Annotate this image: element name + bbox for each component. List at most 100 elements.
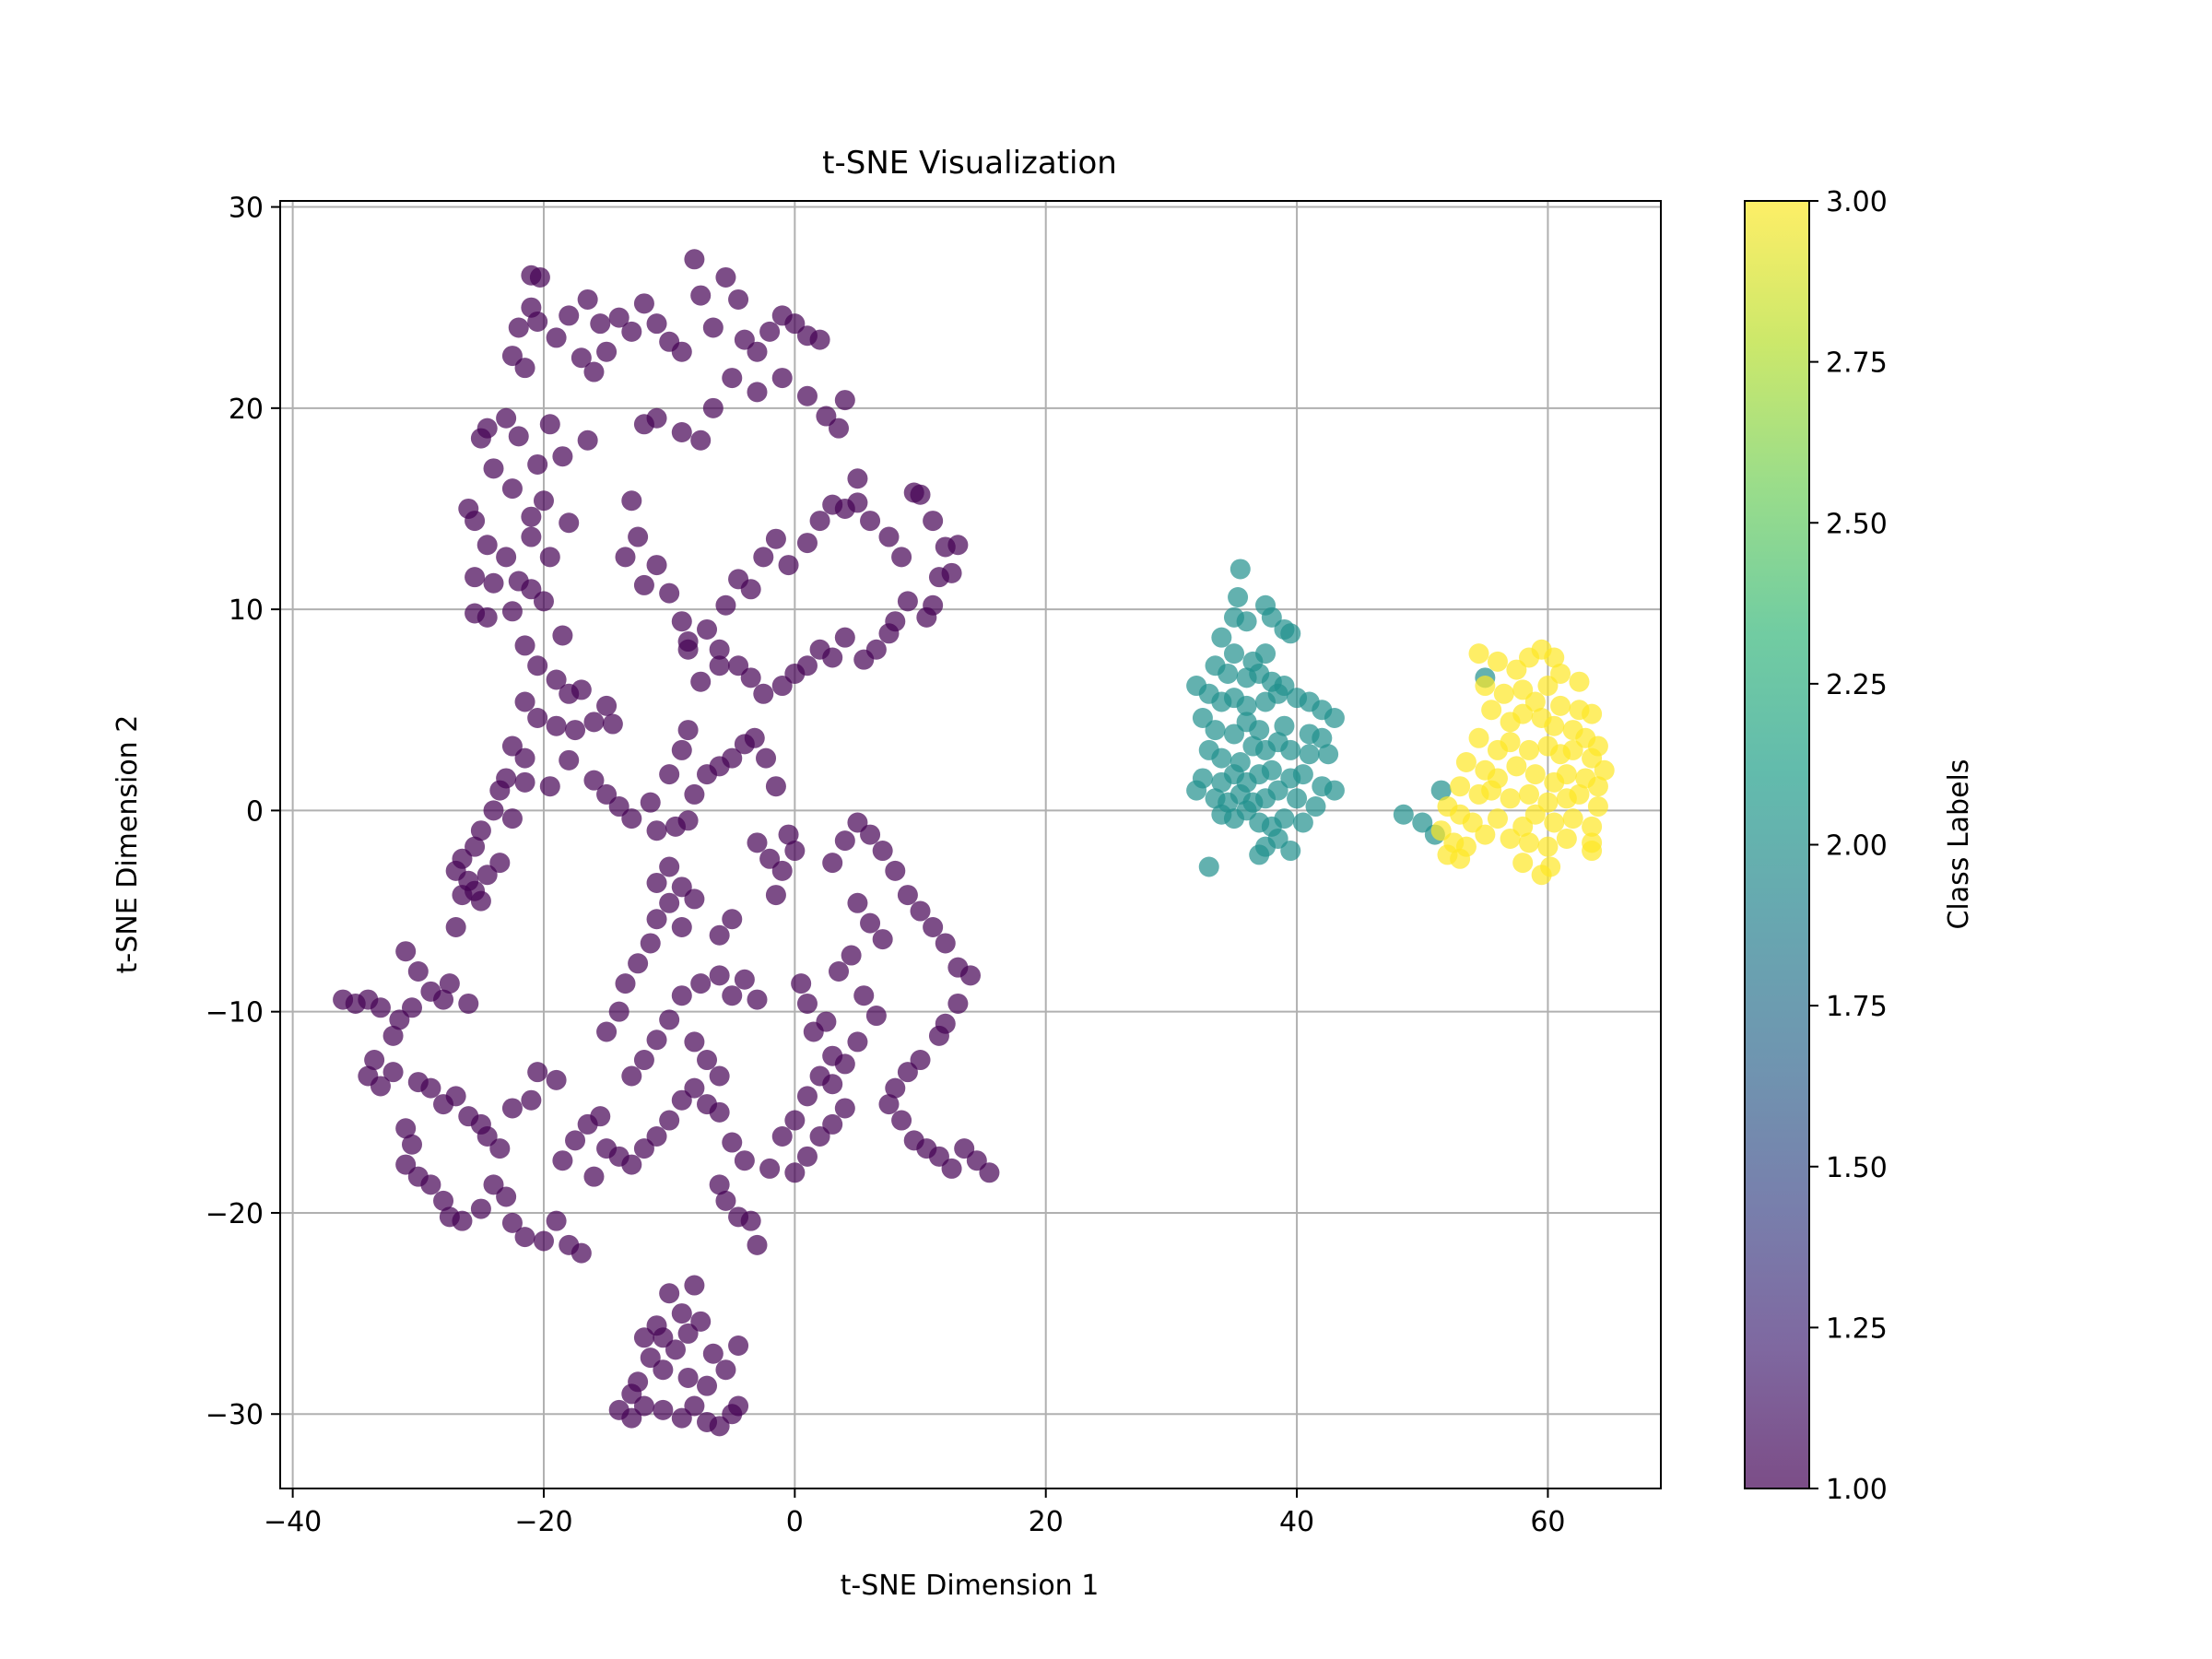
data-point-class-1 xyxy=(734,329,755,350)
colorbar-tick-label: 2.75 xyxy=(1826,347,1888,380)
data-point-class-1 xyxy=(771,860,793,881)
data-point-class-3 xyxy=(1512,703,1534,724)
data-point-class-1 xyxy=(420,1077,441,1099)
data-point-class-1 xyxy=(809,511,830,532)
data-point-class-3 xyxy=(1582,703,1603,724)
x-tick-label: −20 xyxy=(514,1506,572,1538)
y-tick-label: 20 xyxy=(229,394,264,426)
data-point-class-1 xyxy=(822,1074,843,1095)
data-point-class-1 xyxy=(910,1050,931,1071)
data-point-class-2 xyxy=(1255,643,1277,665)
data-point-class-1 xyxy=(608,1001,629,1022)
data-point-class-1 xyxy=(671,916,692,937)
data-point-class-1 xyxy=(765,528,786,549)
data-point-class-1 xyxy=(829,961,850,982)
data-point-class-2 xyxy=(1280,623,1301,644)
data-point-class-1 xyxy=(559,749,580,771)
data-point-class-3 xyxy=(1500,828,1521,849)
data-point-class-1 xyxy=(847,812,868,833)
data-point-class-2 xyxy=(1280,841,1301,862)
data-point-class-3 xyxy=(1562,808,1583,830)
data-point-class-1 xyxy=(433,1190,454,1211)
data-point-class-3 xyxy=(1512,853,1534,874)
data-point-class-1 xyxy=(715,1359,736,1381)
data-point-class-1 xyxy=(571,347,592,369)
data-point-class-1 xyxy=(722,1132,743,1153)
data-point-class-1 xyxy=(521,526,542,547)
data-point-class-1 xyxy=(728,1335,749,1357)
data-point-class-1 xyxy=(684,1275,705,1296)
data-point-class-1 xyxy=(646,555,667,576)
data-point-class-1 xyxy=(489,780,511,801)
data-point-class-1 xyxy=(947,993,969,1014)
data-point-class-1 xyxy=(753,547,774,568)
data-point-class-1 xyxy=(401,997,422,1018)
data-point-class-1 xyxy=(628,526,649,547)
data-point-class-1 xyxy=(709,1065,730,1087)
data-point-class-2 xyxy=(1312,727,1333,748)
data-point-class-1 xyxy=(671,611,692,632)
data-point-class-1 xyxy=(722,747,743,769)
data-point-class-1 xyxy=(420,1174,441,1195)
data-point-class-1 xyxy=(809,1126,830,1147)
data-point-class-2 xyxy=(1192,707,1213,728)
data-point-class-1 xyxy=(878,623,900,644)
data-point-class-1 xyxy=(697,1050,718,1071)
data-point-class-1 xyxy=(885,860,906,881)
data-point-class-1 xyxy=(646,1126,667,1147)
data-point-class-1 xyxy=(878,526,900,547)
data-point-class-1 xyxy=(659,1009,680,1030)
data-point-class-2 xyxy=(1393,804,1414,825)
data-point-class-1 xyxy=(483,1174,504,1195)
data-point-class-1 xyxy=(489,1138,511,1159)
data-point-class-1 xyxy=(822,1113,843,1135)
data-point-class-1 xyxy=(621,1065,642,1087)
data-point-class-1 xyxy=(596,341,618,362)
colorbar-tick-label: 2.00 xyxy=(1826,830,1888,863)
data-point-class-1 xyxy=(477,865,498,886)
data-point-class-1 xyxy=(633,293,654,314)
data-point-class-1 xyxy=(878,1094,900,1115)
data-point-class-1 xyxy=(514,691,535,712)
data-point-class-1 xyxy=(465,567,486,588)
data-point-class-1 xyxy=(539,776,560,797)
data-point-class-1 xyxy=(640,1347,661,1369)
data-point-class-1 xyxy=(702,1343,724,1364)
data-point-class-1 xyxy=(527,655,548,677)
data-point-class-2 xyxy=(1280,739,1301,760)
data-point-class-1 xyxy=(796,533,818,554)
data-point-class-1 xyxy=(771,368,793,389)
data-point-class-1 xyxy=(671,739,692,760)
data-point-class-1 xyxy=(521,1089,542,1111)
data-point-class-1 xyxy=(684,1031,705,1053)
data-point-class-3 xyxy=(1587,796,1608,818)
data-point-class-3 xyxy=(1468,643,1489,665)
data-point-class-1 xyxy=(596,783,618,805)
data-point-class-1 xyxy=(621,808,642,830)
data-point-class-1 xyxy=(791,973,812,994)
data-point-class-1 xyxy=(533,1230,554,1252)
data-point-class-1 xyxy=(928,1025,949,1046)
data-point-class-1 xyxy=(690,671,712,692)
y-tick-label: 0 xyxy=(246,795,264,828)
data-point-class-1 xyxy=(483,572,504,594)
data-point-class-1 xyxy=(465,836,486,857)
data-point-class-1 xyxy=(382,1025,404,1046)
data-point-class-2 xyxy=(1198,856,1219,877)
data-point-class-1 xyxy=(728,1395,749,1417)
data-point-class-3 xyxy=(1524,691,1546,712)
data-point-class-2 xyxy=(1236,695,1257,716)
data-point-class-1 xyxy=(521,506,542,527)
data-point-class-1 xyxy=(784,663,806,684)
data-point-class-1 xyxy=(501,478,523,500)
data-point-class-1 xyxy=(690,1311,712,1332)
data-point-class-3 xyxy=(1450,848,1471,869)
data-point-class-3 xyxy=(1544,715,1565,736)
data-point-class-1 xyxy=(853,985,875,1006)
data-point-class-1 xyxy=(501,1098,523,1119)
data-point-class-1 xyxy=(646,909,667,930)
data-point-class-1 xyxy=(477,606,498,628)
data-point-class-1 xyxy=(646,407,667,429)
data-point-class-1 xyxy=(747,832,768,853)
